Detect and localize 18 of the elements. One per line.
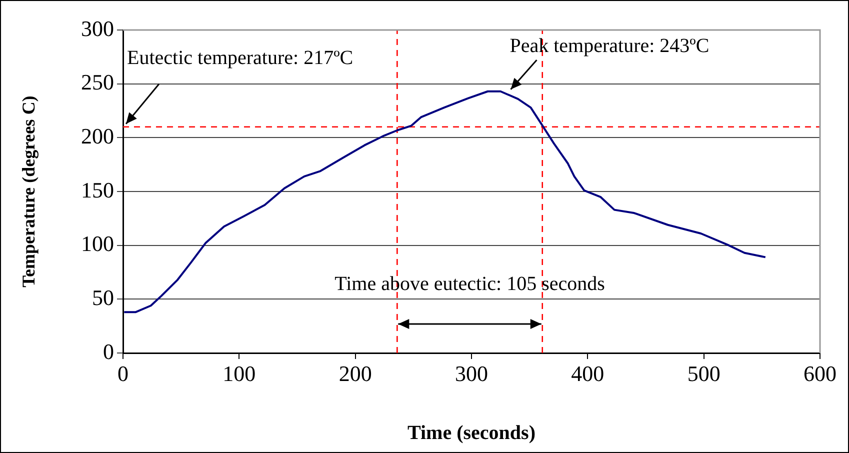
x-tick-label: 200 [338,360,372,386]
annotation: Peak temperature: 243ºC [510,35,710,57]
x-tick-label: 600 [804,360,836,386]
y-tick-label: 200 [81,123,114,148]
y-tick-label: 50 [92,284,114,310]
y-tick-label: 150 [81,177,114,202]
x-tick-label: 100 [222,360,256,386]
x-axis-title: Time (seconds) [408,422,536,444]
y-tick-label: 0 [103,338,114,364]
annotation: Time above eutectic: 105 seconds [334,273,606,295]
x-tick-label: 300 [455,360,488,386]
y-tick-label: 100 [81,231,114,256]
x-tick-label: 500 [687,360,720,386]
x-tick-label: 400 [571,360,604,386]
annotation: Eutectic temperature: 217ºC [127,47,354,69]
y-tick-label: 300 [81,16,114,41]
y-tick-label: 250 [81,70,114,95]
y-axis-title: Temperature (degrees C) [18,96,38,288]
